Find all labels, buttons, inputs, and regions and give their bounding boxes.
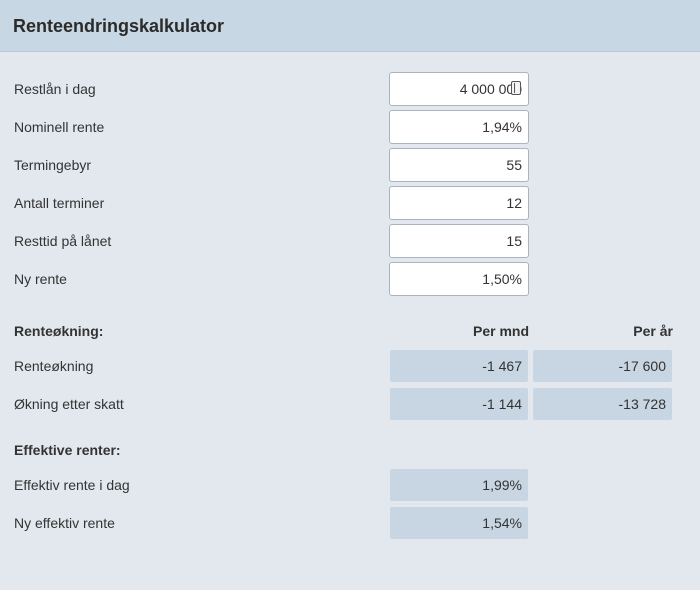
label-nominell-rente: Nominell rente xyxy=(14,119,105,135)
calculator-header: Renteendringskalkulator xyxy=(0,0,700,52)
okning-etter-skatt-per-ar: -13 728 xyxy=(533,388,672,420)
section-heading-renteokning: Renteøkning: xyxy=(14,323,104,339)
renteokning-per-mnd: -1 467 xyxy=(390,350,528,382)
label-restlan: Restlån i dag xyxy=(14,81,96,97)
page-title: Renteendringskalkulator xyxy=(13,16,225,36)
termingebyr-input[interactable]: 55 xyxy=(389,148,529,182)
antall-terminer-input[interactable]: 12 xyxy=(389,186,529,220)
label-antall-terminer: Antall terminer xyxy=(14,195,105,211)
resttid-input[interactable]: 15 xyxy=(389,224,529,258)
restlan-input[interactable]: 4 000 000 xyxy=(389,72,529,106)
ny-rente-input[interactable]: 1,50% xyxy=(389,262,529,296)
nominell-rente-input[interactable]: 1,94% xyxy=(389,110,529,144)
label-okning-etter-skatt: Økning etter skatt xyxy=(14,396,124,412)
label-resttid: Resttid på lånet xyxy=(14,233,112,249)
spinner-icon[interactable] xyxy=(511,81,521,95)
okning-etter-skatt-per-mnd: -1 144 xyxy=(390,388,528,420)
renteokning-per-ar: -17 600 xyxy=(533,350,672,382)
label-effektiv-rente-i-dag: Effektiv rente i dag xyxy=(14,477,130,493)
effektiv-rente-i-dag-value: 1,99% xyxy=(390,469,528,501)
column-header-per-ar: Per år xyxy=(633,323,673,339)
label-ny-rente: Ny rente xyxy=(14,271,67,287)
section-heading-effektive-renter: Effektive renter: xyxy=(14,442,121,458)
label-renteokning: Renteøkning xyxy=(14,358,94,374)
ny-effektiv-rente-value: 1,54% xyxy=(390,507,528,539)
column-header-per-mnd: Per mnd xyxy=(472,323,529,339)
label-termingebyr: Termingebyr xyxy=(14,157,92,173)
label-ny-effektiv-rente: Ny effektiv rente xyxy=(14,515,115,531)
